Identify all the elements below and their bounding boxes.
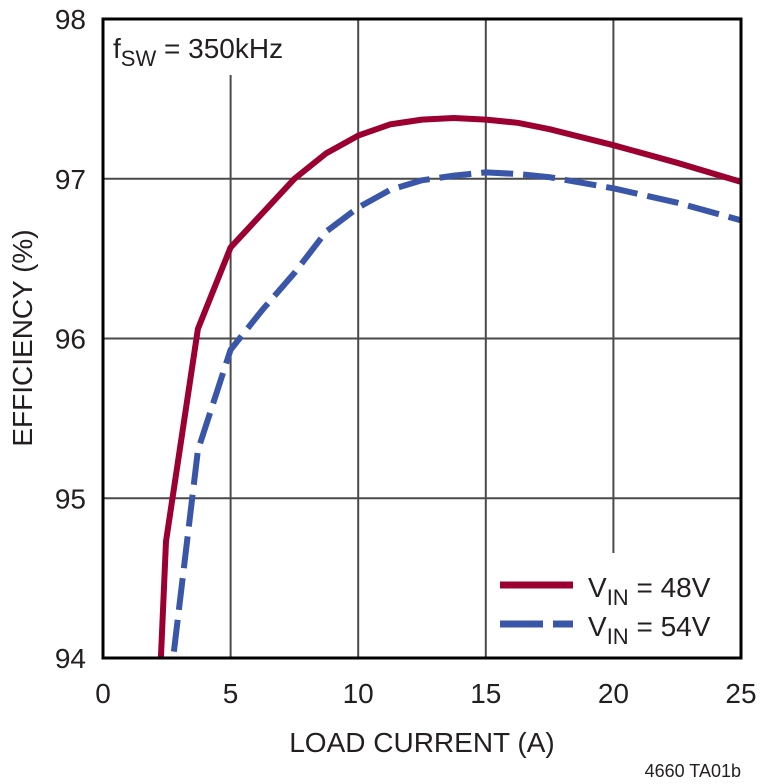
y-tick-label: 96 xyxy=(55,324,86,355)
switching-frequency-annotation: fSW = 350kHz xyxy=(113,33,283,71)
x-tick-label: 0 xyxy=(95,678,111,709)
x-tick-label: 10 xyxy=(343,678,374,709)
data-curves xyxy=(157,115,742,659)
legend-label-48v: VIN = 48V xyxy=(588,572,711,610)
legend-background xyxy=(488,553,740,657)
x-tick-label: 20 xyxy=(598,678,629,709)
x-axis-ticks: 0 5 10 15 20 25 xyxy=(95,678,756,709)
grid-lines xyxy=(103,19,741,658)
annotation-background xyxy=(106,22,321,72)
series-line-54v xyxy=(170,169,742,652)
y-tick-label: 98 xyxy=(55,4,86,35)
y-tick-label: 95 xyxy=(55,483,86,514)
x-axis-label: LOAD CURRENT (A) xyxy=(289,727,555,758)
y-tick-label: 97 xyxy=(55,164,86,195)
legend-label-54v: VIN = 54V xyxy=(588,611,711,649)
legend: VIN = 48V VIN = 54V xyxy=(488,553,740,657)
y-axis-label: EFFICIENCY (%) xyxy=(7,229,38,446)
x-tick-label: 5 xyxy=(223,678,239,709)
x-tick-label: 25 xyxy=(725,678,756,709)
figure-id: 4660 TA01b xyxy=(645,761,741,781)
plot-frame xyxy=(101,17,743,660)
y-tick-label: 94 xyxy=(55,643,86,674)
y-axis-ticks: 94 95 96 97 98 xyxy=(55,4,86,674)
x-tick-label: 15 xyxy=(470,678,501,709)
series-line-48v xyxy=(157,115,742,659)
